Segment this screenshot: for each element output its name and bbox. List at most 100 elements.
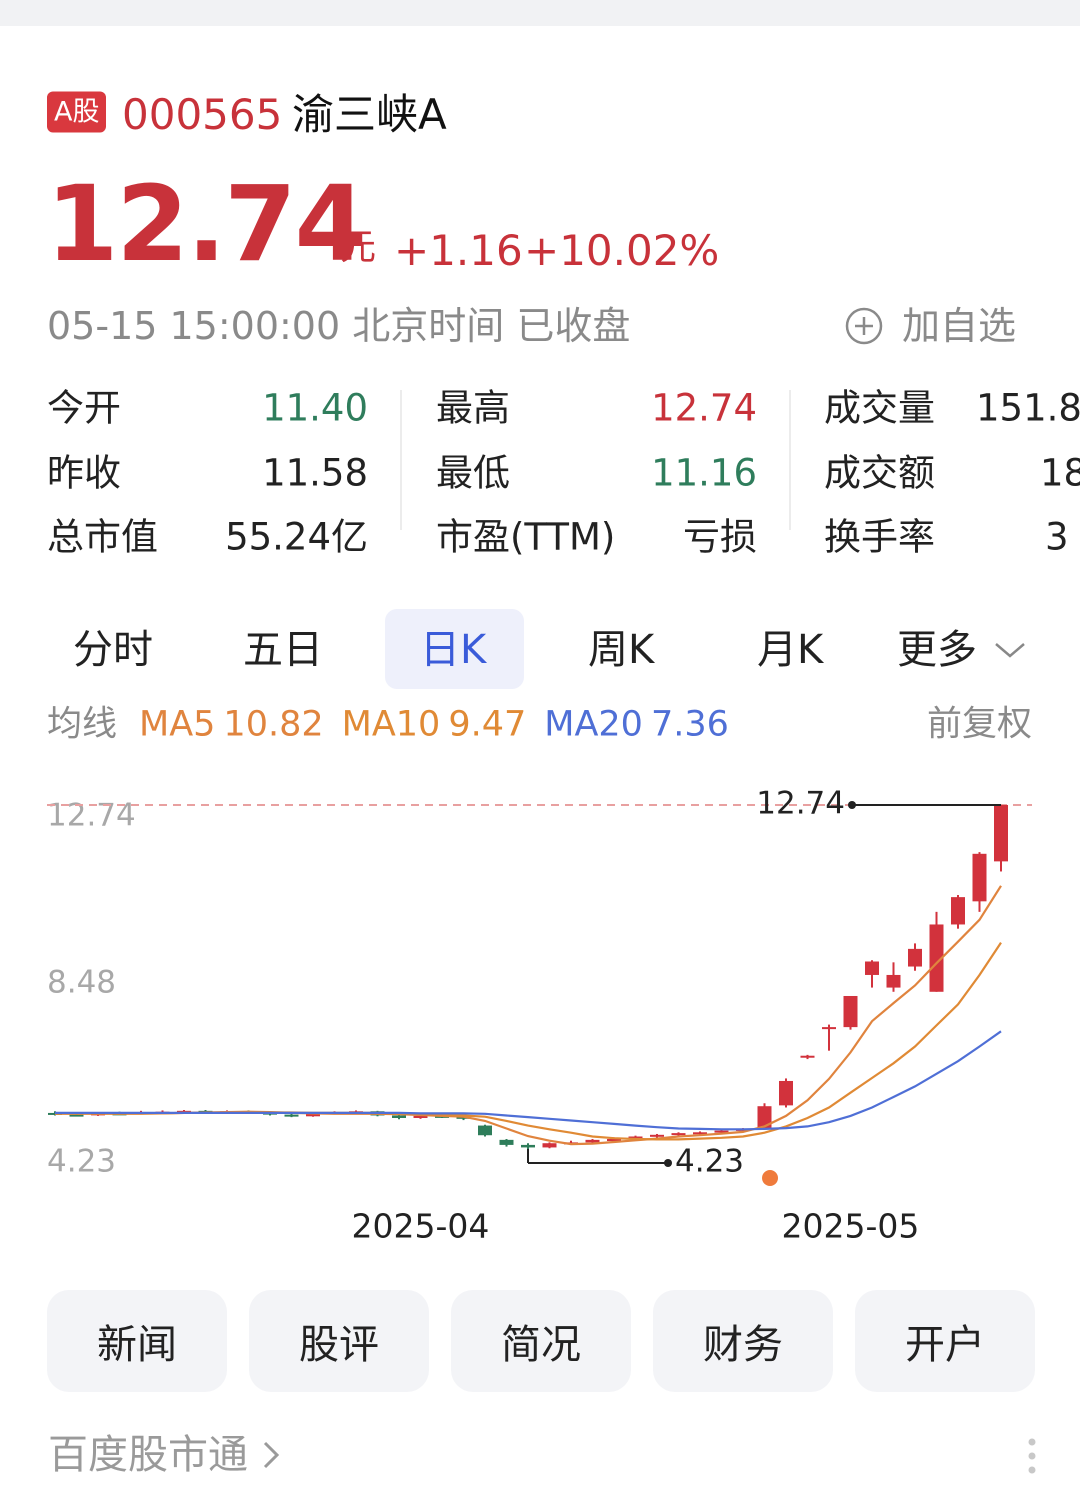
candle-body [542,1143,557,1148]
nav-button[interactable]: 财务 [653,1290,833,1392]
status-strip [0,0,1080,26]
candle-body [392,1115,406,1118]
tab[interactable]: 周K [588,627,655,673]
nav-button[interactable]: 新闻 [47,1290,227,1392]
stat-value: 亏损 [683,515,757,559]
stat-label: 成交量 [824,386,935,430]
candle-body [994,805,1008,862]
candle-body [822,1027,836,1030]
stat-value: 11.16 [651,451,757,495]
tab[interactable]: 分时 [73,627,153,673]
candle-body [585,1139,600,1143]
candle-body [499,1139,514,1145]
tab-highlight [385,609,524,689]
x-tick-label: 2025-05 [782,1207,920,1246]
stat-label: 市盈(TTM) [436,515,616,559]
nav-button[interactable]: 股评 [249,1290,429,1392]
stat-value: 55.24亿 [225,515,368,559]
add-watchlist[interactable]: 加自选 [844,306,1016,346]
stat-value: 151.8 [976,386,1080,430]
y-tick-label: 12.74 [47,798,136,834]
stat-value: 11.40 [262,386,368,430]
candle-body [413,1115,428,1118]
candle-body [521,1144,535,1148]
stat-value: 12.74 [651,386,757,430]
ma-value: 10.82 [223,704,324,745]
tab[interactable]: 更多 [897,627,977,673]
stat-label: 昨收 [47,451,121,495]
tab[interactable]: 月K [757,627,824,673]
stat-label: 最低 [436,451,510,495]
candle-body [843,995,858,1028]
chevron [263,1441,280,1469]
y-tick-label: 8.48 [47,965,116,1001]
candle-body [478,1125,492,1136]
timezone: 北京时间 [352,304,505,348]
min-label: 4.23 [675,1144,744,1180]
ma-line [55,885,1002,1146]
candle-body [671,1133,686,1136]
ma-label: 均线 [47,704,118,745]
nav-button[interactable]: 简况 [451,1290,631,1392]
ma-name: MA10 [341,704,441,745]
price: 12.74 [46,163,367,285]
price-unit: 元 [340,227,377,268]
kline-chart: 12.74 8.48 4.23 2025-04 2025-05 12.74 4.23 [47,786,1032,1246]
more-menu[interactable] [1022,1436,1042,1476]
tab[interactable]: 日K [420,627,487,673]
ma-value: 9.47 [448,704,527,745]
nav-button[interactable]: 开户 [855,1290,1035,1392]
y-tick-label: 4.23 [47,1144,116,1180]
candle-body [865,961,879,975]
max-label: 12.74 [756,786,845,822]
time-row: 05-15 15:00:00 北京时间 已收盘 [47,307,630,345]
candle-body [607,1139,621,1142]
candle-body [929,924,944,992]
candle-body [886,974,901,988]
quote-time: 05-15 15:00:00 [47,304,341,348]
dropdown-chevron [995,643,1025,658]
ma-line [55,1030,1002,1131]
ma-name: MA5 [139,704,216,745]
candle-body [69,1114,84,1117]
min-dot [664,1159,672,1167]
candle-body [779,1080,793,1106]
x-tick-label: 2025-04 [352,1207,490,1246]
candle-body [693,1132,707,1135]
stat-label: 换手率 [824,515,935,559]
candle-body [908,948,922,967]
event-dot[interactable] [762,1170,778,1186]
candle-body [628,1136,643,1140]
stat-label: 今开 [47,386,121,430]
candle-body [714,1130,729,1133]
candle-body [284,1114,299,1117]
divider [400,390,402,530]
stat-value: 18 [1040,451,1080,495]
candle-body [650,1134,664,1137]
plus-icon [845,307,883,345]
price-change: +1.16 [394,226,523,275]
stat-label: 成交额 [824,451,935,495]
stat-value: 3 [1045,515,1069,559]
ma-value: 7.36 [650,704,729,745]
divider [789,390,791,530]
ma-name: MA20 [544,704,643,745]
market-status: 已收盘 [516,304,631,348]
stock-code: 000565 [122,90,283,139]
tab[interactable]: 五日 [243,627,323,673]
candle-body [951,897,965,925]
stat-value: 11.58 [262,451,368,495]
adjust-mode[interactable]: 前复权 [926,704,1032,745]
candle-body [306,1112,320,1117]
stock-name: 渝三峡A [292,90,447,139]
candle-body [972,853,987,902]
stat-label: 总市值 [47,515,158,559]
price-change-pct: +10.02% [524,226,720,275]
market-badge: A股 [47,91,107,133]
watch-label: 加自选 [902,304,1017,348]
max-dot [848,801,856,809]
candle-body [757,1106,772,1129]
footer-link[interactable]: 百度股市通 [48,1435,286,1475]
candle-body [800,1055,815,1058]
